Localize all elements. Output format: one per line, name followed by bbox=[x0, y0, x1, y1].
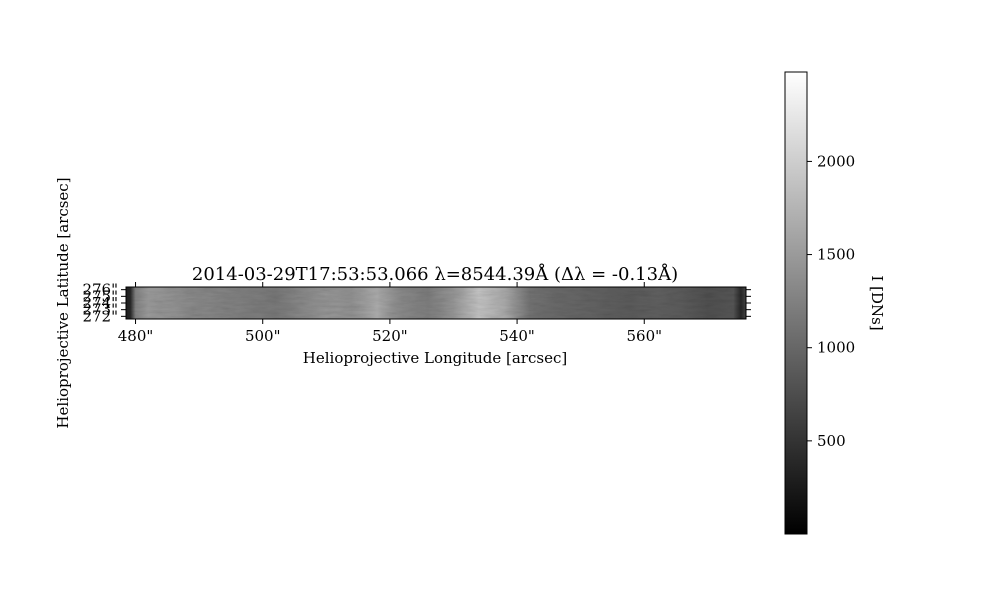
y-axis: 272"273"274"275"276" bbox=[82, 281, 126, 325]
y-axis-label: Helioprojective Latitude [arcsec] bbox=[54, 177, 72, 428]
x-tick-label: 540" bbox=[499, 327, 535, 345]
chart-title: 2014-03-29T17:53:53.066 λ=8544.39Å (Δλ =… bbox=[192, 263, 678, 285]
solar-image bbox=[125, 286, 747, 320]
colorbar: 500 1000 1500 2000 I [DNs] bbox=[784, 71, 886, 535]
colorbar-tick-label: 500 bbox=[817, 432, 846, 450]
colorbar-gradient bbox=[784, 71, 808, 535]
x-axis-label: Helioprojective Longitude [arcsec] bbox=[303, 349, 567, 367]
x-axis: 480" 500" 520" 540" 560" bbox=[118, 282, 662, 345]
colorbar-ticks: 500 1000 1500 2000 bbox=[807, 152, 855, 450]
colorbar-tick-label: 1500 bbox=[817, 246, 855, 264]
y-axis-right-ticks bbox=[746, 289, 751, 317]
y-tick-label: 273" bbox=[82, 301, 118, 319]
intensity-texture bbox=[126, 287, 746, 319]
y-tick-label: 274" bbox=[82, 294, 118, 312]
x-tick-label: 480" bbox=[118, 327, 154, 345]
y-tick-label: 276" bbox=[82, 281, 118, 299]
colorbar-tick-label: 1000 bbox=[817, 339, 855, 357]
x-tick-label: 560" bbox=[626, 327, 662, 345]
colorbar-label: I [DNs] bbox=[868, 275, 886, 330]
y-tick-label: 272" bbox=[82, 307, 118, 325]
colorbar-tick-label: 2000 bbox=[817, 152, 855, 170]
x-tick-label: 520" bbox=[372, 327, 408, 345]
x-tick-label: 500" bbox=[245, 327, 281, 345]
y-tick-label: 275" bbox=[82, 287, 118, 305]
